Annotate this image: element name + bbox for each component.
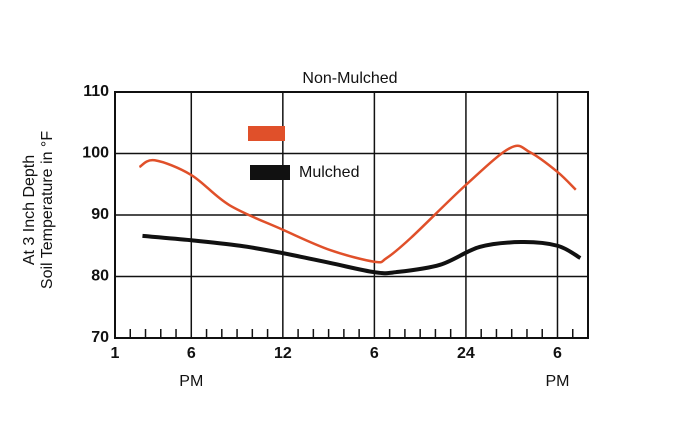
y-axis-label: At 3 Inch Depth (21, 155, 38, 265)
y-tick-label: 110 (83, 83, 109, 100)
y-axis-label: Soil Temperature in °F (39, 131, 56, 289)
x-annotation: PM (179, 373, 203, 390)
x-annotation: PM (545, 373, 569, 390)
legend-label: Non-Mulched (302, 70, 397, 87)
series-line (142, 233, 582, 276)
legend-swatch (248, 126, 285, 141)
y-tick-label: 100 (82, 145, 109, 162)
legend-label: Mulched (299, 164, 359, 181)
y-tick-label: 80 (91, 268, 109, 285)
x-tick-label: 24 (457, 345, 475, 362)
series-line (138, 144, 577, 264)
y-tick-label: 90 (91, 206, 109, 223)
x-tick-label: 1 (111, 345, 120, 362)
legend-swatch (250, 165, 290, 180)
x-tick-label: 6 (553, 345, 562, 362)
x-tick-label: 6 (370, 345, 379, 362)
x-tick-label: 12 (274, 345, 292, 362)
y-tick-label: 70 (91, 329, 109, 346)
x-tick-label: 6 (187, 345, 196, 362)
